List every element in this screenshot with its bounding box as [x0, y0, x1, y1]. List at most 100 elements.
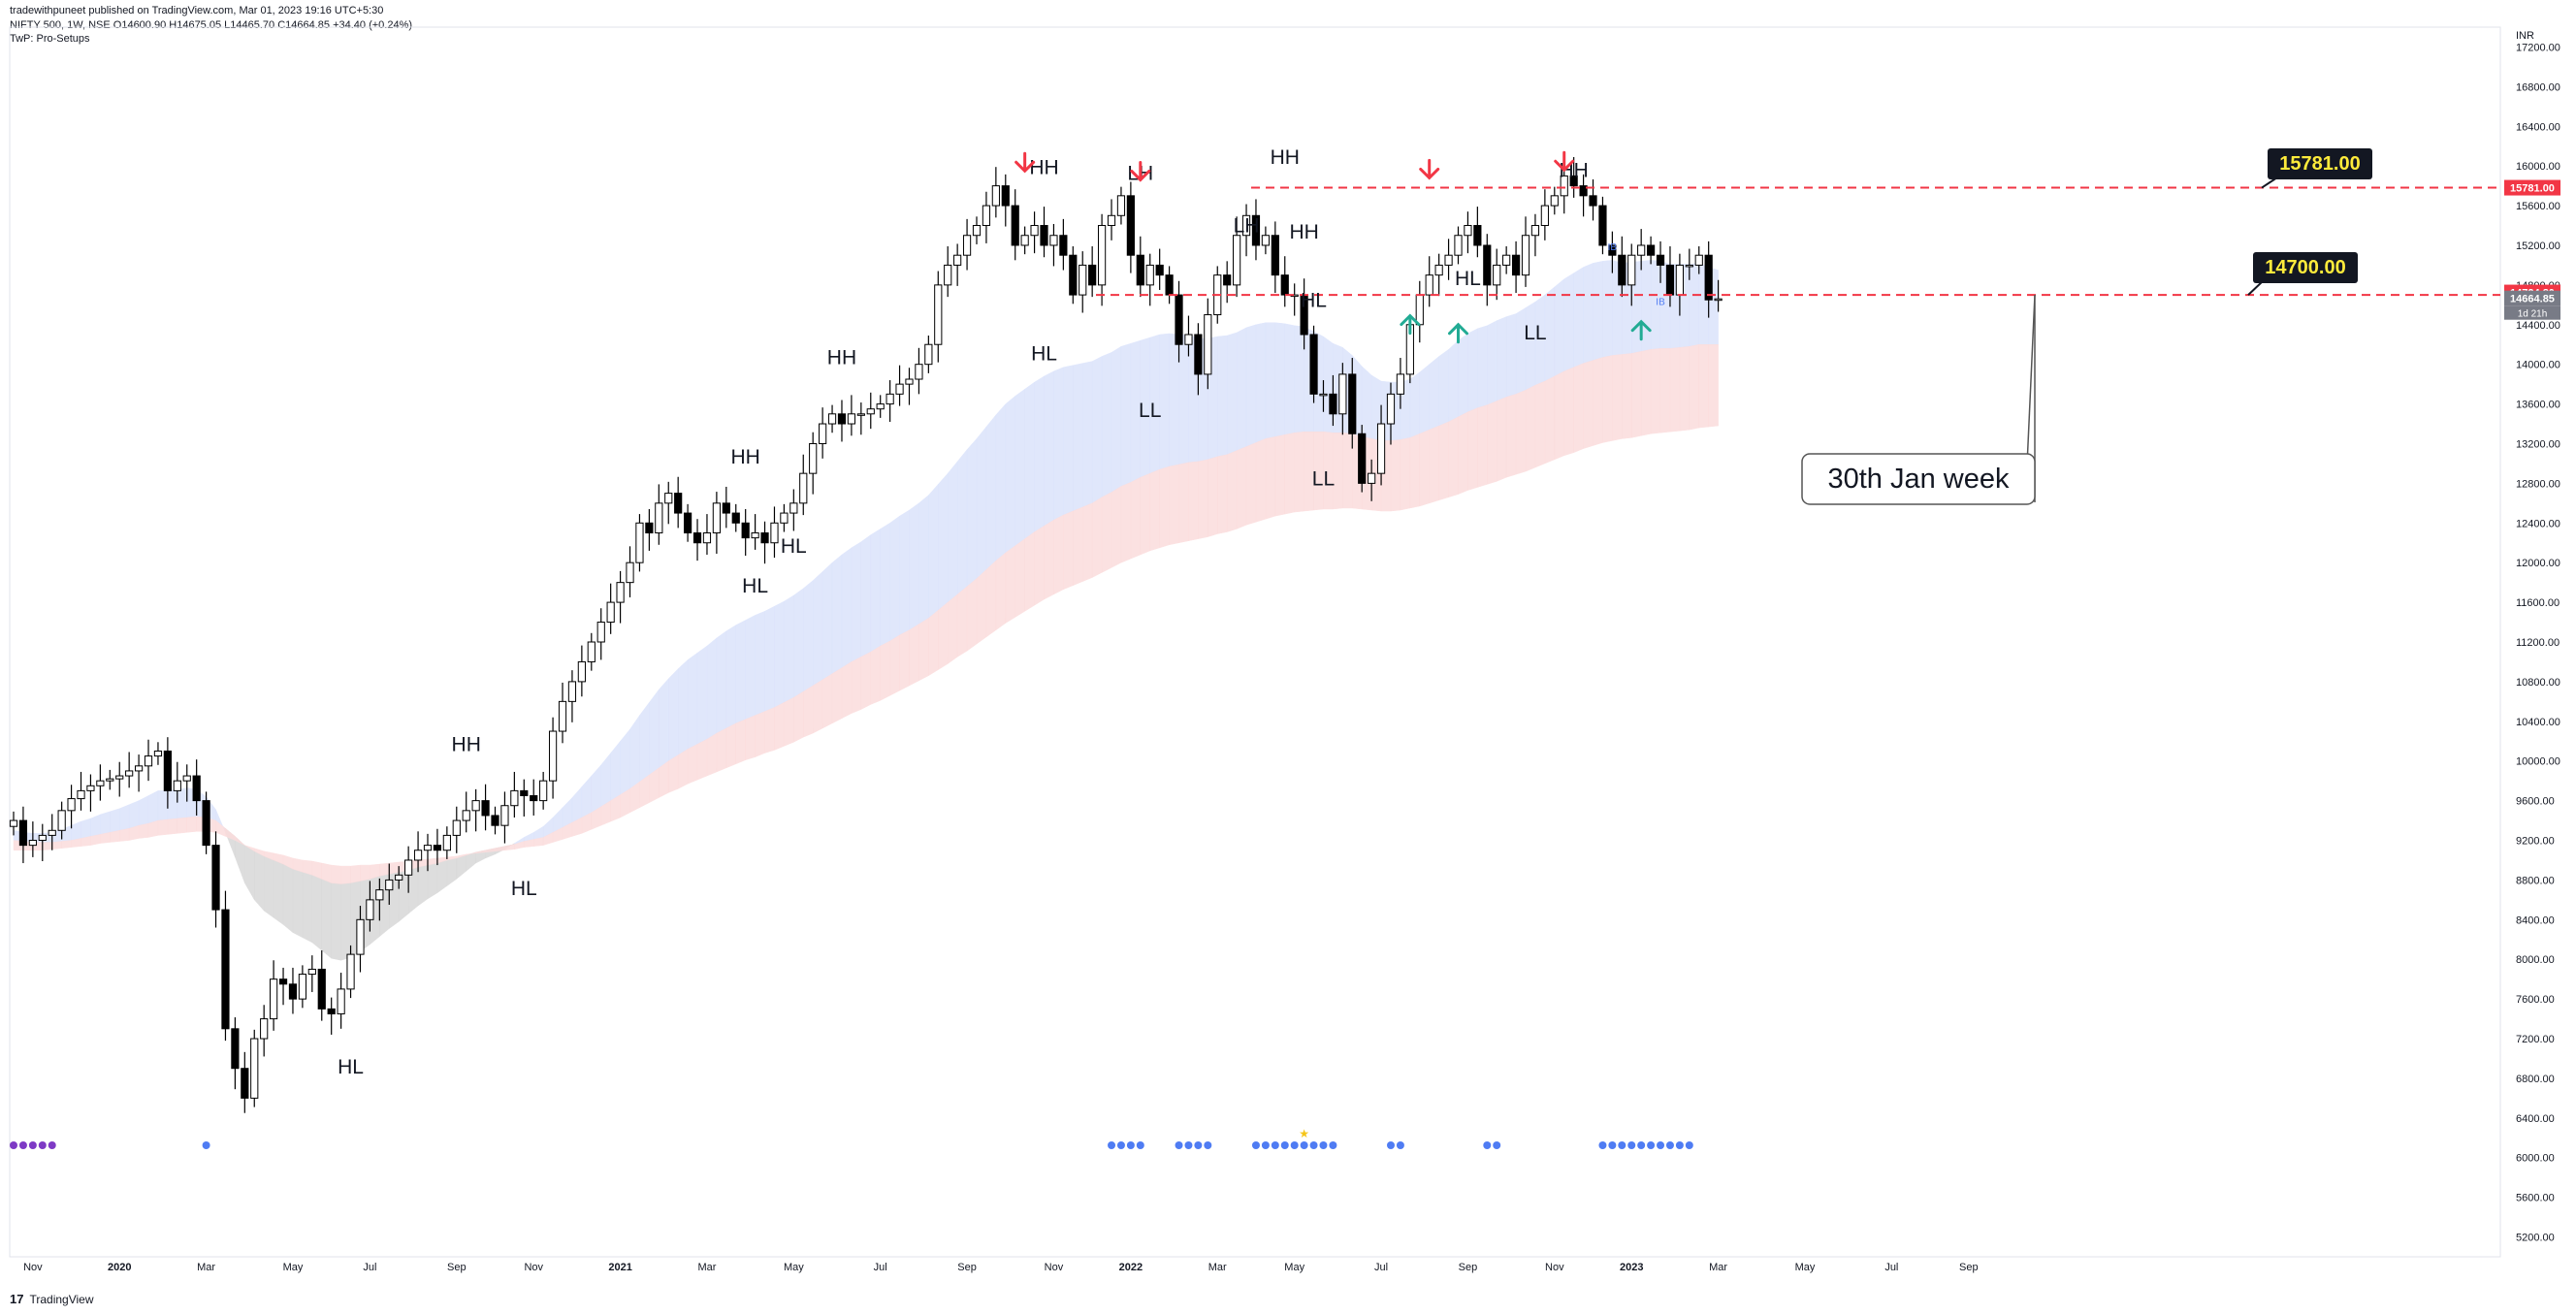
ema-band-fast-segment — [764, 605, 775, 712]
ema-band-fast-segment — [110, 808, 120, 833]
ema-band-fast-segment — [436, 859, 448, 894]
candle-up — [539, 780, 548, 802]
ema-band-fast-segment — [1101, 352, 1112, 498]
candle-up — [270, 978, 278, 1020]
ema-band-fast-segment — [1284, 323, 1295, 435]
ema-band-slow-segment — [1198, 459, 1208, 539]
ema-band-fast-segment — [667, 667, 679, 762]
x-tick-label: Mar — [197, 1262, 215, 1273]
ema-band-slow-segment — [42, 842, 52, 851]
candle — [250, 1029, 259, 1107]
ema-band-fast-segment — [1554, 278, 1564, 377]
y-tick-label: 10800.00 — [2516, 677, 2560, 689]
last-price-tag-timer: 1d 21h — [2518, 309, 2548, 320]
ema-band-slow-segment — [735, 719, 746, 765]
ema-band-slow-segment — [821, 673, 833, 729]
ema-band-slow-segment — [851, 656, 862, 714]
y-tick-label: 15200.00 — [2516, 241, 2560, 252]
x-tick-label: 2023 — [1620, 1262, 1643, 1273]
y-tick-label: 10400.00 — [2516, 717, 2560, 728]
ema-band-slow-segment — [1073, 506, 1083, 587]
ema-band-fast-segment — [1458, 333, 1468, 418]
ema-band-slow-segment — [1169, 464, 1179, 546]
ema-band-fast-segment — [725, 625, 736, 729]
signal-dot — [1108, 1141, 1116, 1149]
x-tick-label: Sep — [447, 1262, 467, 1273]
candle-up — [827, 413, 837, 425]
ema-band-slow-segment — [793, 690, 804, 743]
y-tick-label: 11600.00 — [2516, 597, 2560, 609]
x-tick-label: 2021 — [608, 1262, 631, 1273]
ema-band-slow-segment — [1554, 370, 1564, 461]
ema-band-fast-segment — [1236, 327, 1247, 452]
ema-band-fast-segment — [1294, 325, 1304, 433]
ema-band-fast-segment — [1323, 336, 1334, 433]
ema-band-slow-segment — [225, 827, 236, 841]
candle-up — [1368, 472, 1376, 484]
ema-band-fast-segment — [273, 859, 284, 925]
ema-band-fast-segment — [860, 534, 872, 658]
signal-dot — [1319, 1141, 1328, 1149]
ema-band-fast-segment — [1053, 367, 1064, 521]
candle — [1396, 358, 1405, 409]
candle-up — [173, 780, 181, 791]
y-axis: 5200.00 5600.00 6000.00 6400.00 6800.00 7200.… — [2516, 30, 2560, 1244]
x-tick-label: Jul — [1884, 1262, 1898, 1273]
candle — [1155, 248, 1164, 290]
signal-dot-purple — [28, 1141, 37, 1149]
ema-band-slow-segment — [1226, 450, 1238, 532]
candle — [153, 742, 163, 765]
candle-down — [278, 978, 288, 985]
candle-up — [1049, 235, 1058, 246]
ema-band-fast-segment — [1120, 342, 1132, 487]
footer-brand[interactable]: TradingView — [29, 1292, 94, 1306]
candle — [192, 759, 201, 816]
candle — [856, 402, 865, 435]
x-tick-label: Sep — [957, 1262, 977, 1273]
candle-up — [452, 819, 461, 836]
candle — [1540, 189, 1549, 241]
candle — [1107, 199, 1116, 241]
ema-band-fast-segment — [427, 862, 438, 900]
candle — [799, 454, 808, 516]
candle — [1271, 221, 1279, 294]
annotation-pointer — [2026, 295, 2036, 466]
ema-band-fast-segment — [870, 528, 881, 653]
swing-label: LL — [1524, 322, 1546, 344]
candle-up — [1425, 274, 1433, 296]
ema-band-fast-segment — [1583, 263, 1594, 364]
candle-up — [125, 770, 134, 777]
ema-band-fast-segment — [1505, 313, 1517, 398]
ema-band-slow-segment — [1583, 360, 1594, 449]
candle-up — [1376, 423, 1386, 474]
candle — [847, 395, 856, 436]
candle-up — [106, 778, 114, 782]
x-tick-label: Mar — [1709, 1262, 1727, 1273]
ema-band-fast-segment — [1226, 332, 1238, 456]
candle — [86, 774, 95, 812]
candle-down — [1309, 334, 1318, 395]
candle-down — [231, 1028, 240, 1070]
ib-mark: IB — [1608, 242, 1618, 253]
signal-dot — [1637, 1141, 1646, 1149]
ema-band-slow-segment — [1091, 497, 1103, 578]
y-tick-label: 9600.00 — [2516, 796, 2555, 808]
plot-area — [9, 26, 2501, 1258]
signal-dot — [1290, 1141, 1299, 1149]
ema-band-slow-segment — [870, 645, 881, 705]
candle-down — [731, 512, 740, 524]
swing-label: HH — [731, 446, 760, 468]
candle — [953, 243, 962, 286]
swing-label: LL — [1312, 467, 1335, 490]
candle-up — [606, 601, 615, 624]
ema-band-fast-segment — [659, 678, 669, 769]
candle — [827, 404, 837, 433]
tradingview-logo-icon[interactable]: 17 — [10, 1292, 24, 1306]
x-tick-label: Mar — [1208, 1262, 1227, 1273]
ema-band-fast-segment — [629, 714, 640, 789]
candle — [722, 486, 730, 529]
indicator-name[interactable]: TwP: Pro-Setups — [10, 33, 90, 45]
candle — [404, 846, 413, 893]
candle — [1685, 248, 1693, 280]
